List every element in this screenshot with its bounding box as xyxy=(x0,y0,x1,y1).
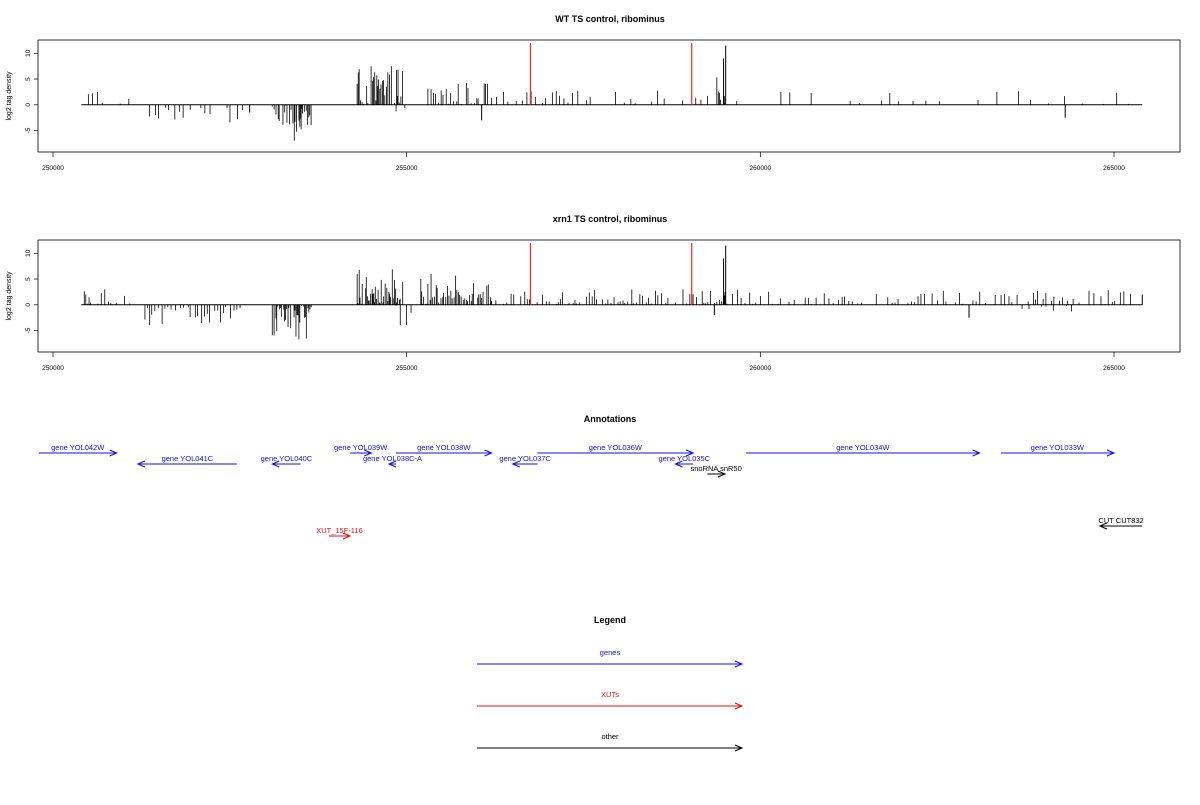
annotation-label: CUT CUT832 xyxy=(1098,516,1143,525)
x-tick-label: 260000 xyxy=(749,365,771,372)
annotation-tracks: gene YOL042W gene YOL041C gene YOL040C gene… xyxy=(38,443,1144,540)
x-tick-label: 250000 xyxy=(42,365,64,372)
y-tick-label: 0 xyxy=(25,303,32,307)
y-axis-label: log2 tag density xyxy=(6,271,13,321)
x-tick-label: 260000 xyxy=(749,165,771,172)
wt-density-panel: WT TS control, ribominus log2 tag density… xyxy=(6,14,1181,172)
legend-title: Legend xyxy=(594,615,626,625)
legend-arrow xyxy=(477,660,744,668)
annotation-arrow xyxy=(136,460,237,468)
xrn1-density-panel: xrn1 TS control, ribominus log2 tag densi… xyxy=(6,214,1181,372)
y-tick-label: -5 xyxy=(25,127,32,133)
annotation-label: gene YOL038C-A xyxy=(363,454,422,463)
density-bars xyxy=(83,245,1143,340)
annotations-title: Annotations xyxy=(584,414,637,424)
density-bars xyxy=(87,45,1130,141)
annotation-arrow xyxy=(350,449,373,457)
x-tick-label: 255000 xyxy=(396,165,418,172)
annotation-label: gene YOL040C xyxy=(261,454,313,463)
plot-frame xyxy=(37,39,1181,153)
y-axis-label: log2 tag density xyxy=(6,71,13,121)
x-tick-label: 255000 xyxy=(396,365,418,372)
y-tick-label: 0 xyxy=(25,103,32,107)
annotation-label: gene YOL034W xyxy=(836,443,890,452)
annotation-label: gene YOL039W xyxy=(334,443,388,452)
annotation-arrow xyxy=(674,460,694,468)
panel-title: xrn1 TS control, ribominus xyxy=(553,214,668,224)
x-tick-label: 250000 xyxy=(42,165,64,172)
annotation-arrow xyxy=(511,460,538,468)
plot-frame xyxy=(37,239,1181,353)
legend: Legend genes XUTs other xyxy=(477,615,744,752)
annotation-label: gene YOL041C xyxy=(162,454,214,463)
annotation-arrow xyxy=(1000,449,1116,457)
legend-label: genes xyxy=(600,648,621,657)
y-tick-label: 5 xyxy=(25,77,32,81)
y-tick-label: 5 xyxy=(25,277,32,281)
annotation-label: gene YOL042W xyxy=(51,443,105,452)
annotation-arrow xyxy=(746,449,981,457)
annotation-label: gene YOL033W xyxy=(1031,443,1085,452)
annotation-arrow xyxy=(387,460,397,468)
legend-label: XUTs xyxy=(601,690,619,699)
y-tick-label: -5 xyxy=(25,327,32,333)
annotation-arrow xyxy=(38,449,118,457)
y-tick-label: 10 xyxy=(25,49,32,57)
annotation-arrow xyxy=(396,449,493,457)
panel-title: WT TS control, ribominus xyxy=(555,14,665,24)
annotation-arrow xyxy=(328,532,352,540)
x-tick-label: 265000 xyxy=(1103,365,1125,372)
legend-items: genes XUTs other xyxy=(477,648,744,752)
annotation-arrow xyxy=(271,460,301,468)
legend-arrow xyxy=(477,702,744,710)
annotation-label: gene YOL035C xyxy=(659,454,711,463)
annotation-label: gene YOL038W xyxy=(417,443,471,452)
annotation-label: gene YOL037C xyxy=(499,454,551,463)
x-tick-label: 265000 xyxy=(1103,165,1125,172)
annotation-arrow xyxy=(1098,522,1143,530)
annotation-label: XUT_15F-116 xyxy=(316,526,363,535)
annotation-arrow xyxy=(707,470,727,478)
annotation-arrow xyxy=(537,449,695,457)
annotation-label: gene YOL036W xyxy=(589,443,643,452)
y-tick-label: 10 xyxy=(25,249,32,257)
annotation-label: snoRNA snR50 xyxy=(690,464,741,473)
legend-label: other xyxy=(601,732,619,741)
legend-arrow xyxy=(477,744,744,752)
